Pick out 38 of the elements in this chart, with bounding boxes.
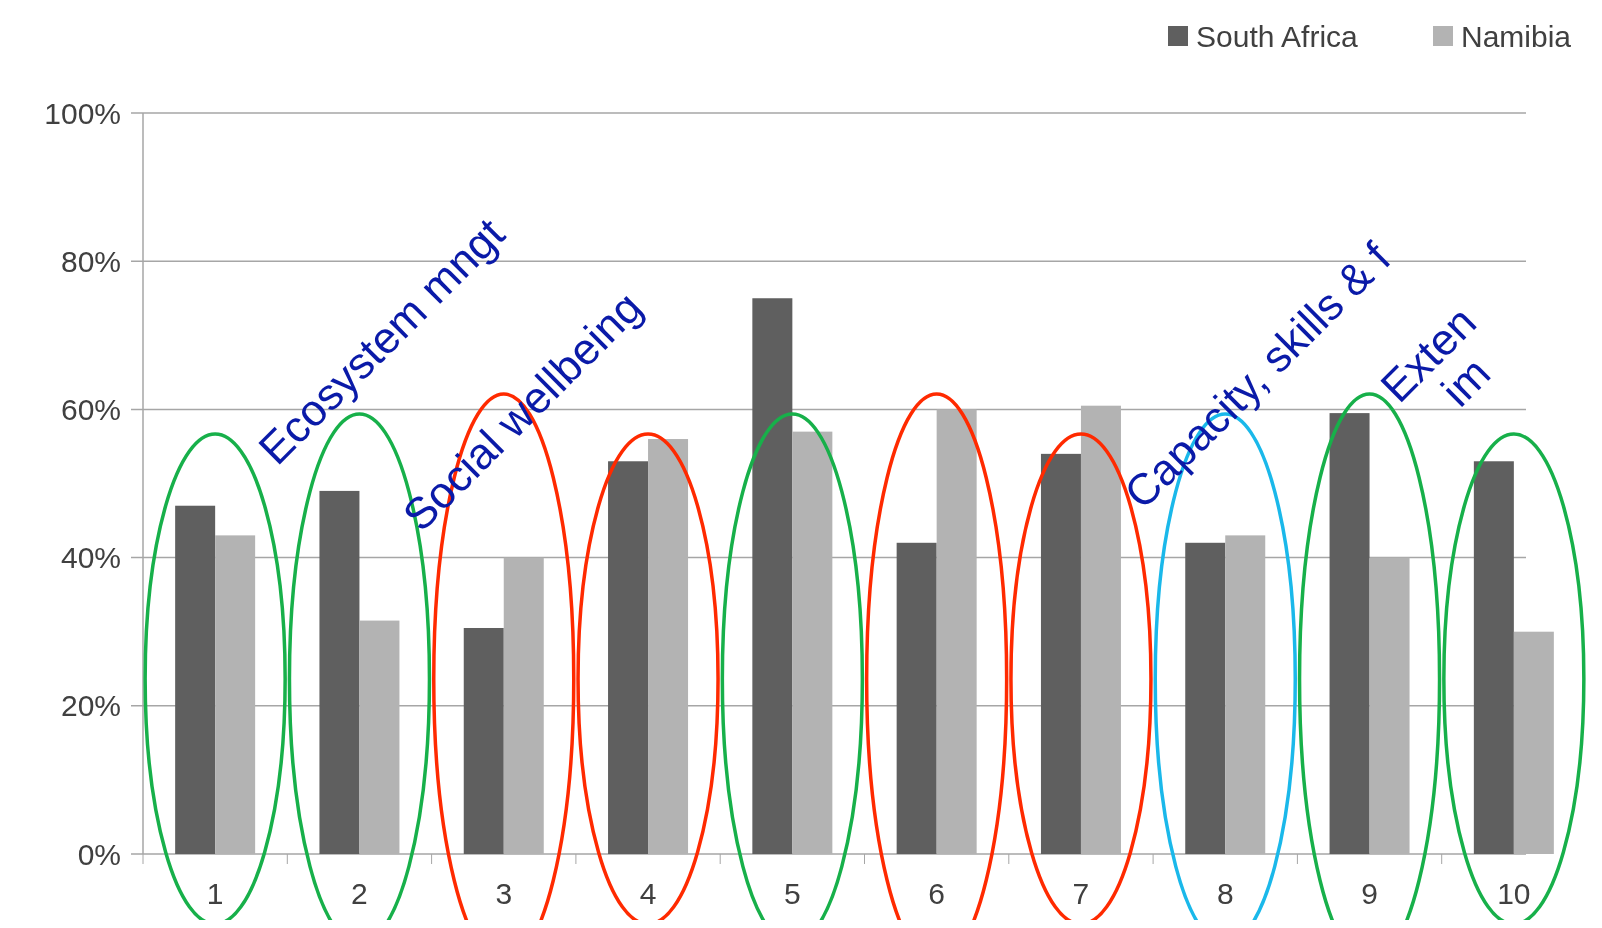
x-tick-label: 1 xyxy=(206,877,224,910)
bar xyxy=(463,628,504,854)
bar xyxy=(1473,461,1514,854)
y-tick-label: 60% xyxy=(60,392,121,426)
bar xyxy=(1080,405,1121,854)
bar xyxy=(896,542,937,854)
bar xyxy=(936,409,977,854)
bar xyxy=(215,535,256,854)
bar xyxy=(1040,453,1081,854)
x-tick-label: 9 xyxy=(1361,877,1378,910)
bar xyxy=(608,461,649,854)
bar xyxy=(648,439,689,854)
y-tick-label: 100% xyxy=(44,96,121,130)
y-tick-label: 0% xyxy=(77,837,121,871)
bar xyxy=(175,505,216,854)
bar xyxy=(752,298,793,854)
bar xyxy=(1513,631,1554,854)
legend-label: South Africa xyxy=(1196,19,1359,53)
x-tick-label: 2 xyxy=(351,877,368,910)
x-tick-label: 10 xyxy=(1497,877,1531,910)
bar xyxy=(1369,557,1410,854)
bar xyxy=(1185,542,1226,854)
y-tick-label: 80% xyxy=(60,244,121,278)
bar xyxy=(319,490,360,854)
bar xyxy=(359,620,400,854)
bar xyxy=(792,431,833,854)
legend-label: Namibia xyxy=(1461,19,1572,53)
bar xyxy=(1329,413,1370,854)
y-tick-label: 40% xyxy=(60,541,121,575)
x-tick-label: 4 xyxy=(639,877,657,910)
bar xyxy=(1225,535,1266,854)
x-tick-label: 3 xyxy=(495,877,513,910)
x-tick-label: 6 xyxy=(928,877,945,910)
x-tick-label: 5 xyxy=(784,877,801,910)
y-tick-label: 20% xyxy=(60,689,121,723)
x-tick-label: 8 xyxy=(1216,877,1234,910)
bar xyxy=(503,557,544,854)
x-tick-label: 7 xyxy=(1072,877,1090,910)
